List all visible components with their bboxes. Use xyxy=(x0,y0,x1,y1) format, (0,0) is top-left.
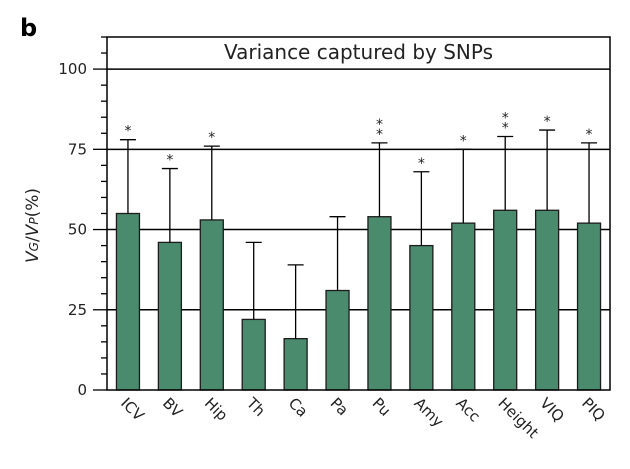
x-label-acc: Acc xyxy=(452,394,483,425)
y-axis-label: VG/VP(%) xyxy=(23,188,43,263)
bars xyxy=(115,209,602,391)
x-label-ca: Ca xyxy=(285,394,312,421)
bar-pu xyxy=(367,216,392,391)
bar-piq xyxy=(576,222,602,391)
bar-acc xyxy=(451,222,476,391)
y-tick-label: 50 xyxy=(68,221,87,239)
y-tick-label: 75 xyxy=(68,140,87,158)
x-label-hip: Hip xyxy=(201,394,231,424)
y-label-slash: / xyxy=(23,236,43,242)
bar-pa xyxy=(325,289,350,391)
x-label-icv: ICV xyxy=(117,394,148,425)
x-label-amy: Amy xyxy=(411,394,448,431)
significance-star: * xyxy=(460,133,467,149)
bar-bv xyxy=(157,241,183,391)
significance-markers: ********* ** xyxy=(124,110,592,171)
y-label-v2: V xyxy=(23,223,43,236)
plot-frame xyxy=(106,36,611,391)
bar-hip xyxy=(199,219,224,391)
x-label-height: Height xyxy=(494,394,542,442)
y-label-v1: V xyxy=(23,250,43,263)
bar-th xyxy=(241,318,266,391)
y-label-sub2: P xyxy=(27,217,41,225)
significance-star: * xyxy=(544,114,551,130)
significance-star: * xyxy=(502,120,509,136)
error-bars xyxy=(119,129,598,339)
significance-star: * xyxy=(502,110,509,126)
bar-height xyxy=(493,209,518,391)
significance-star: * xyxy=(376,127,383,143)
x-label-viq: VIQ xyxy=(536,394,567,425)
y-label-unit: (%) xyxy=(23,188,43,217)
bar-icv xyxy=(115,212,141,391)
y-label-sub1: G xyxy=(27,242,41,251)
y-ticks: 0 25 50 75 100 xyxy=(58,36,107,399)
y-tick-label: 0 xyxy=(77,381,87,399)
bar-amy xyxy=(409,244,434,391)
x-label-pa: Pa xyxy=(327,394,352,419)
significance-star: * xyxy=(208,130,215,146)
x-label-bv: BV xyxy=(159,394,186,421)
significance-star: * xyxy=(124,124,131,140)
chart-title: Variance captured by SNPs xyxy=(224,40,493,64)
significance-star: * xyxy=(166,153,173,169)
gridlines xyxy=(107,68,610,311)
y-tick-label: 100 xyxy=(58,60,87,78)
significance-star: * xyxy=(418,156,425,172)
y-tick-label: 25 xyxy=(68,301,87,319)
panel-letter: b xyxy=(20,14,37,42)
significance-star: * xyxy=(586,127,593,143)
bar-viq xyxy=(534,209,560,391)
x-label-pu: Pu xyxy=(369,394,395,420)
x-label-th: Th xyxy=(242,393,269,420)
bar-ca xyxy=(283,338,308,391)
x-label-piq: PIQ xyxy=(578,394,609,425)
significance-star: * xyxy=(376,117,383,133)
